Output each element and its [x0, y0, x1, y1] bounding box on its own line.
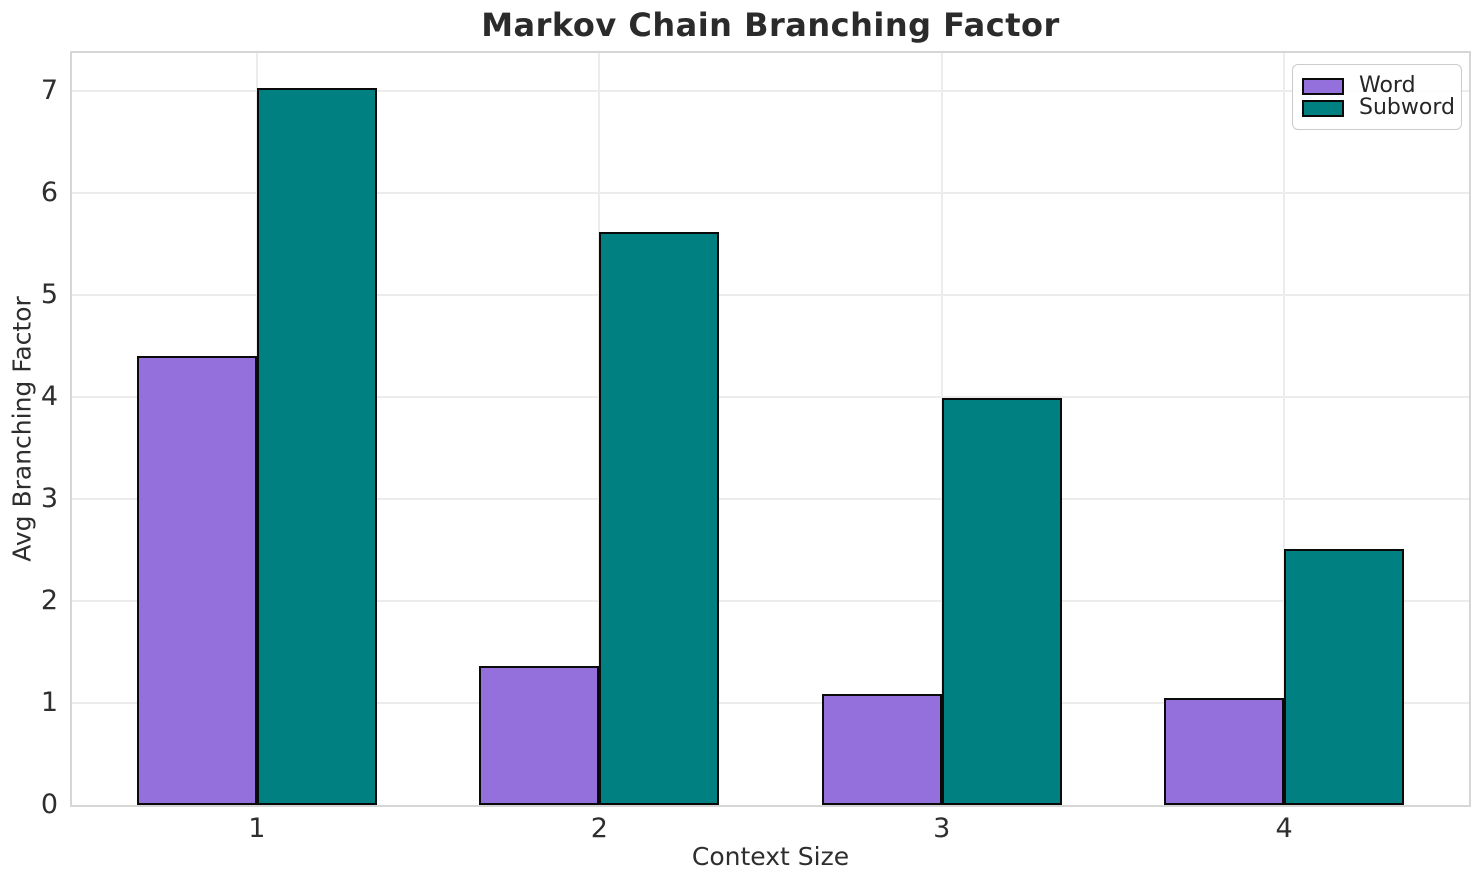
legend: Word Subword [1292, 64, 1462, 130]
y-tick-label-3: 3 [40, 482, 58, 514]
y-tick-label-7: 7 [40, 74, 58, 106]
gridline-y-5 [72, 293, 1469, 296]
gridline-y-6 [72, 191, 1469, 194]
gridline-y-7 [72, 89, 1469, 92]
x-tick-label-3: 3 [933, 813, 951, 844]
legend-items: Word Subword [1293, 75, 1461, 119]
x-tick-label-2: 2 [590, 813, 608, 844]
y-axis-label: Avg Branching Factor [7, 296, 37, 562]
x-tick-label-1: 1 [248, 813, 266, 844]
y-tick-label-4: 4 [40, 380, 58, 412]
bar-word-1 [137, 356, 257, 805]
y-tick-label-2: 2 [40, 584, 58, 616]
y-tick-label-5: 5 [40, 278, 58, 310]
y-tick-label-6: 6 [40, 176, 58, 208]
gridline-y-1 [72, 701, 1469, 704]
legend-item-word: Word [1293, 75, 1461, 97]
bar-subword-1 [256, 87, 377, 805]
bar-word-4 [1164, 697, 1285, 805]
gridline-y-2 [72, 599, 1469, 602]
bar-word-3 [821, 693, 942, 805]
legend-swatch-word [1302, 77, 1344, 95]
y-tick-label-0: 0 [40, 789, 58, 820]
bar-subword-4 [1284, 548, 1404, 805]
chart-title: Markov Chain Branching Factor [481, 6, 1060, 44]
plot-area [70, 51, 1471, 807]
legend-label-word: Word [1359, 73, 1416, 98]
bar-subword-2 [599, 231, 720, 805]
x-tick-label-4: 4 [1275, 813, 1293, 844]
gridline-y-3 [72, 497, 1469, 500]
legend-item-subword: Subword [1293, 97, 1461, 119]
bar-subword-3 [941, 397, 1062, 805]
gridline-x-4 [1283, 53, 1286, 805]
y-tick-label-1: 1 [40, 686, 58, 718]
x-axis-label: Context Size [691, 842, 850, 871]
legend-swatch-subword [1302, 99, 1344, 117]
bar-word-2 [479, 666, 600, 805]
legend-label-subword: Subword [1359, 95, 1455, 120]
gridline-y-4 [72, 395, 1469, 398]
